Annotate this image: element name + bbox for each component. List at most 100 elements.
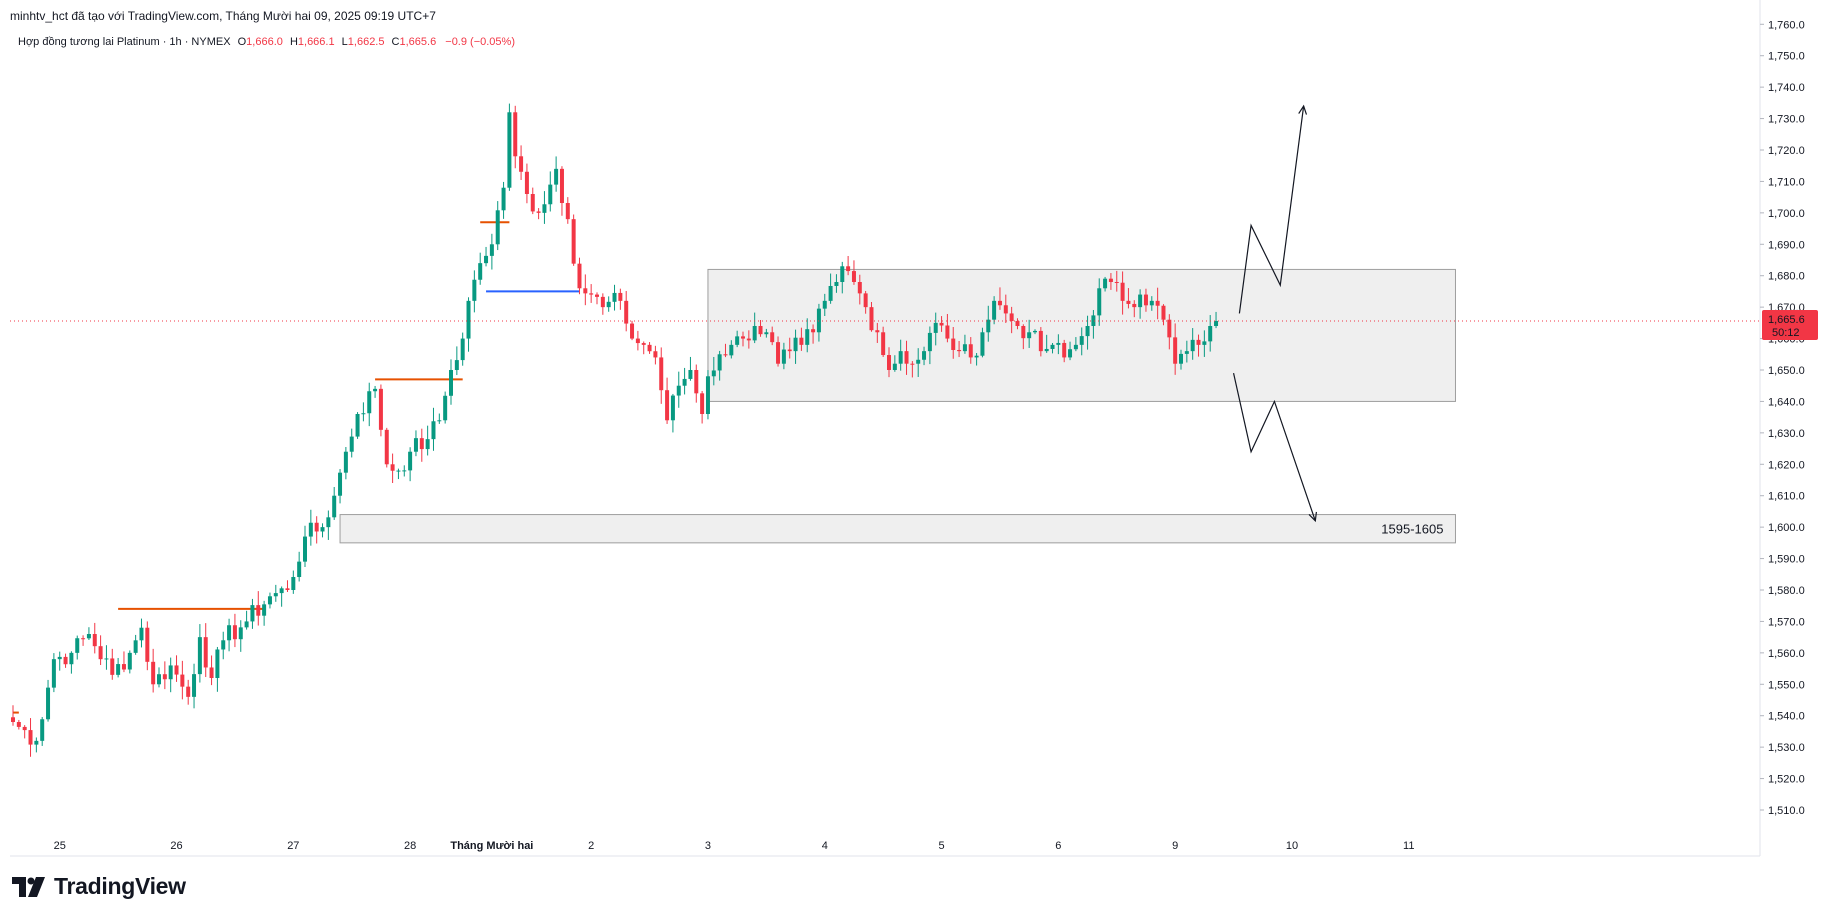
candle-body bbox=[1050, 344, 1055, 349]
time-tick-label: 3 bbox=[705, 840, 711, 852]
candle-body bbox=[1068, 349, 1073, 358]
tradingview-logo[interactable]: TradingView bbox=[12, 873, 186, 900]
candle-body bbox=[1097, 288, 1102, 316]
time-tick-label: 26 bbox=[170, 840, 182, 852]
candle-body bbox=[846, 266, 851, 272]
candle-body bbox=[968, 344, 973, 358]
candle-body bbox=[910, 363, 915, 365]
candle-body bbox=[238, 627, 243, 640]
candle-body bbox=[192, 674, 197, 697]
candle-body bbox=[431, 421, 436, 440]
candle-body bbox=[688, 370, 693, 379]
candle-body bbox=[215, 649, 220, 678]
candle-body bbox=[174, 665, 179, 675]
candle-body bbox=[1009, 313, 1014, 322]
candle-body bbox=[1044, 348, 1049, 352]
candle-body bbox=[600, 296, 605, 308]
candle-body bbox=[81, 638, 86, 640]
candle-body bbox=[939, 322, 944, 326]
candle-body bbox=[1143, 294, 1148, 306]
candle-body bbox=[980, 332, 985, 356]
candle-body bbox=[957, 349, 962, 352]
candle-body bbox=[711, 370, 716, 377]
candle-body bbox=[717, 354, 722, 371]
candle-body bbox=[746, 338, 751, 341]
candle-body bbox=[92, 634, 97, 647]
time-tick-label: Tháng Mười hai bbox=[450, 840, 533, 852]
candle-body bbox=[133, 640, 138, 653]
candle-body bbox=[1021, 326, 1026, 339]
candle-body bbox=[787, 349, 792, 352]
candle-body bbox=[764, 332, 769, 335]
candle-body bbox=[992, 300, 997, 320]
candle-body bbox=[1138, 294, 1143, 308]
projection-arrowhead-1 bbox=[1308, 511, 1317, 523]
time-tick-label: 27 bbox=[287, 840, 299, 852]
candles-layer bbox=[10, 103, 1760, 757]
time-tick-label: 6 bbox=[1055, 840, 1061, 852]
candle-body bbox=[320, 527, 325, 532]
low-label: L bbox=[341, 36, 348, 48]
close-label: C bbox=[391, 36, 400, 48]
price-tick-label: 1,560.0 bbox=[1768, 648, 1805, 660]
candle-body bbox=[857, 282, 862, 294]
last-price-value: 1,665.6 bbox=[1768, 314, 1805, 326]
candle-body bbox=[69, 652, 74, 665]
symbol-description[interactable]: Hợp đồng tương lai Platinum · 1h · NYMEX bbox=[18, 36, 231, 48]
candle-body bbox=[484, 255, 489, 264]
low-value: 1,662.5 bbox=[347, 36, 385, 48]
candle-body bbox=[606, 301, 611, 308]
candle-body bbox=[40, 719, 45, 741]
candle-body bbox=[577, 263, 582, 289]
candle-body bbox=[390, 464, 395, 471]
candle-body bbox=[16, 722, 21, 727]
time-axis[interactable]: 25 26 27 28 Tháng Mười hai 2 3 4 5 6 9 10 11 bbox=[54, 840, 1415, 852]
candle-body bbox=[641, 343, 646, 345]
candle-body bbox=[682, 378, 687, 386]
candle-body bbox=[209, 667, 214, 678]
candle-body bbox=[361, 413, 366, 415]
candle-body bbox=[367, 391, 372, 414]
candle-body bbox=[653, 351, 658, 358]
candle-body bbox=[221, 640, 226, 650]
candle-body bbox=[145, 627, 150, 662]
candle-body bbox=[705, 376, 710, 414]
candle-body bbox=[460, 338, 465, 361]
candle-body bbox=[1056, 342, 1061, 345]
price-axis[interactable]: 1,510.0 1,520.0 1,530.0 1,540.0 1,550.0 1,560… bbox=[1760, 19, 1805, 817]
candle-body bbox=[618, 292, 623, 301]
candle-body bbox=[396, 470, 401, 472]
candle-body bbox=[1103, 278, 1108, 289]
candle-body bbox=[595, 294, 599, 297]
candle-body bbox=[612, 292, 617, 302]
candle-body bbox=[951, 338, 956, 350]
candle-body bbox=[524, 171, 529, 194]
candle-body bbox=[554, 168, 559, 185]
candle-body bbox=[1161, 305, 1166, 320]
candle-body bbox=[63, 656, 68, 665]
candle-body bbox=[559, 168, 564, 204]
candle-body bbox=[227, 625, 232, 641]
candle-body bbox=[454, 360, 459, 370]
candle-body bbox=[168, 665, 173, 680]
time-tick-label: 9 bbox=[1172, 840, 1178, 852]
candle-body bbox=[57, 656, 62, 660]
candle-body bbox=[1132, 303, 1137, 308]
candle-body bbox=[647, 344, 652, 352]
candle-body bbox=[665, 390, 670, 421]
candle-body bbox=[822, 300, 827, 309]
candle-body bbox=[997, 300, 1002, 306]
price-tick-label: 1,650.0 bbox=[1768, 365, 1805, 377]
candle-body bbox=[373, 388, 378, 392]
candle-body bbox=[121, 664, 126, 670]
candle-body bbox=[343, 451, 348, 473]
price-tick-label: 1,520.0 bbox=[1768, 774, 1805, 786]
candle-body bbox=[1155, 300, 1160, 306]
candle-body bbox=[752, 326, 757, 341]
candle-body bbox=[449, 370, 453, 396]
candle-body bbox=[1073, 344, 1078, 350]
time-tick-label: 2 bbox=[588, 840, 594, 852]
last-price-badge-bg bbox=[1762, 309, 1818, 340]
candle-body bbox=[303, 536, 307, 562]
